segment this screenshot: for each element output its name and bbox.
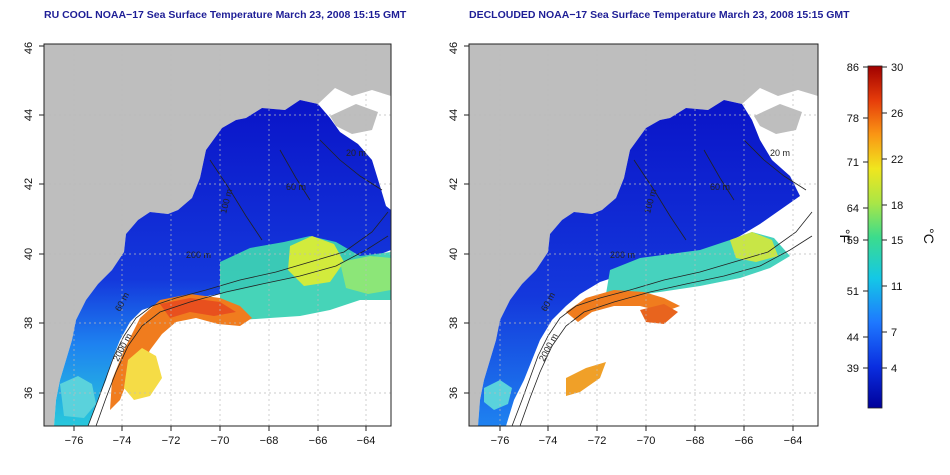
colorbar-c-tick: 7 xyxy=(891,327,897,339)
y-tick-right: 40 xyxy=(448,248,460,260)
y-tick-right: 42 xyxy=(448,178,460,190)
map-title-left: RU COOL NOAA−17 Sea Surface Temperature … xyxy=(44,9,407,21)
warm-eddy xyxy=(124,348,162,400)
colorbar-f-tick: 59 xyxy=(847,235,859,247)
land-cape xyxy=(330,104,378,134)
colorbar-gradient xyxy=(867,65,883,409)
y-tick-right: 46 xyxy=(448,42,460,54)
celsius-unit-label: °C xyxy=(921,228,937,244)
map-frame xyxy=(43,43,392,427)
x-tick-right: −74 xyxy=(539,435,558,447)
contour-label-60m-b: 60 m xyxy=(710,182,730,192)
land-cape xyxy=(754,104,802,134)
colorbar-f-tick: 64 xyxy=(847,203,859,215)
colorbar-f-tick: 71 xyxy=(847,157,859,169)
x-tick-right: −66 xyxy=(735,435,754,447)
contour-label-200m: 200 m xyxy=(610,250,635,260)
colorbar-c-tick: 18 xyxy=(891,200,903,212)
contour-label-200m: 200 m xyxy=(186,250,211,260)
colorbar-c-tick: 11 xyxy=(891,281,902,293)
graticule xyxy=(44,44,391,426)
land-mass xyxy=(469,44,818,426)
map-frame xyxy=(468,43,819,427)
colorbar-f-tick: 44 xyxy=(847,332,859,344)
y-tick-left: 46 xyxy=(23,42,35,54)
contour-label-20m: 20 m xyxy=(770,148,790,158)
colorbar-f-tick: 78 xyxy=(847,113,859,125)
gulf-stream-core xyxy=(160,298,236,318)
gulf-stream-patch xyxy=(640,304,678,324)
y-tick-right: 38 xyxy=(448,317,460,329)
x-tick-right: −68 xyxy=(686,435,705,447)
x-tick-left: −66 xyxy=(309,435,328,447)
slope-green xyxy=(340,256,391,294)
temperature-colorbar: 86 78 71 64 59 51 44 39 30 26 22 18 15 1… xyxy=(837,62,937,409)
shelf-front-yellow xyxy=(288,236,344,286)
colorbar-c-tick: 15 xyxy=(891,235,903,247)
cold-patch xyxy=(484,380,512,410)
y-tick-left: 42 xyxy=(23,178,35,190)
x-tick-left: −70 xyxy=(211,435,230,447)
map-panel-left: 200 m 2000 m 60 m 100 m 60 m 20 m xyxy=(23,42,392,447)
cloud-mask xyxy=(170,328,226,362)
map-panel-right: 200 m 2000 m 60 m 100 m 60 m 20 m xyxy=(448,42,819,447)
fahrenheit-unit-label: °F xyxy=(837,229,853,243)
x-tick-left: −76 xyxy=(65,435,84,447)
y-tick-right: 36 xyxy=(448,387,460,399)
bathymetry-contours xyxy=(511,139,813,426)
x-tick-right: −64 xyxy=(784,435,803,447)
colorbar-c-tick: 30 xyxy=(891,62,903,74)
colorbar-f-tick: 51 xyxy=(847,286,859,298)
y-tick-left: 36 xyxy=(23,387,35,399)
contour-label-60m-b: 60 m xyxy=(286,182,306,192)
x-tick-left: −68 xyxy=(260,435,279,447)
y-tick-left: 40 xyxy=(23,248,35,260)
contour-label-20m: 20 m xyxy=(346,148,366,158)
x-tick-right: −72 xyxy=(588,435,607,447)
y-tick-left: 44 xyxy=(23,109,35,121)
x-tick-left: −74 xyxy=(113,435,132,447)
y-tick-right: 44 xyxy=(448,109,460,121)
warm-eddy xyxy=(566,362,606,396)
gulf-stream xyxy=(566,290,680,322)
colorbar-f-tick: 86 xyxy=(847,62,859,74)
y-tick-left: 38 xyxy=(23,317,35,329)
colorbar-f-tick: 39 xyxy=(847,363,859,375)
colorbar-c-tick: 4 xyxy=(891,363,897,375)
land-mass xyxy=(44,44,391,426)
shelf-front-yellow xyxy=(730,232,778,262)
x-tick-left: −64 xyxy=(357,435,376,447)
graticule xyxy=(469,44,818,426)
colorbar-c-tick: 26 xyxy=(891,108,903,120)
x-tick-left: −72 xyxy=(162,435,181,447)
map-title-right: DECLOUDED NOAA−17 Sea Surface Temperatur… xyxy=(469,9,850,21)
colorbar-c-tick: 22 xyxy=(891,154,903,166)
x-tick-right: −76 xyxy=(491,435,510,447)
cold-patch xyxy=(60,376,96,418)
x-tick-right: −70 xyxy=(637,435,656,447)
